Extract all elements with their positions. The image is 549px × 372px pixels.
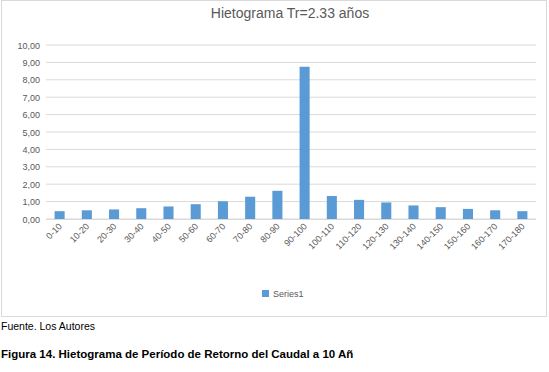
- bar: [436, 207, 446, 219]
- bar: [327, 196, 337, 219]
- legend: Series1: [262, 289, 304, 299]
- x-axis-line: [46, 219, 536, 220]
- bars: [55, 67, 528, 219]
- x-tick-label: 20-30: [95, 221, 118, 244]
- x-tick-label: 80-90: [258, 221, 281, 244]
- bar: [272, 191, 282, 219]
- x-tick-label: 170-180: [496, 221, 526, 251]
- x-tick-label: 150-160: [442, 221, 472, 251]
- y-tick-label: 1,00: [22, 197, 40, 207]
- grid-line: [46, 97, 536, 98]
- grid-line: [46, 201, 536, 202]
- grid-line: [46, 62, 536, 63]
- bar: [490, 210, 500, 219]
- chart-frame: [2, 1, 547, 317]
- x-tick-label: 30-40: [122, 221, 145, 244]
- x-tick-label: 60-70: [204, 221, 227, 244]
- x-tick-label: 0-10: [44, 221, 64, 241]
- x-tick-label: 40-50: [150, 221, 173, 244]
- grid-line: [46, 149, 536, 150]
- x-tick-label: 50-60: [177, 221, 200, 244]
- grid-line: [46, 166, 536, 167]
- bar: [354, 200, 364, 219]
- grid-line: [46, 79, 536, 80]
- x-tick-label: 100-110: [306, 221, 336, 251]
- grid-line: [46, 184, 536, 185]
- bar: [55, 211, 65, 219]
- bar: [463, 209, 473, 219]
- x-tick-label: 130-140: [387, 221, 417, 251]
- chart-title: Hietograma Tr=2.33 años: [211, 5, 369, 21]
- bar: [109, 209, 119, 219]
- y-tick-label: 7,00: [22, 93, 40, 103]
- y-tick-label: 9,00: [22, 58, 40, 68]
- bar: [517, 211, 527, 219]
- bar: [136, 208, 146, 219]
- x-tick-label: 160-170: [469, 221, 499, 251]
- grid-line: [46, 219, 536, 220]
- x-tick-label: 70-80: [231, 221, 254, 244]
- y-tick-label: 8,00: [22, 75, 40, 85]
- grid-line: [46, 132, 536, 133]
- y-tick-label: 6,00: [22, 110, 40, 120]
- y-tick-label: 0,00: [22, 215, 40, 225]
- y-tick-label: 10,00: [17, 41, 40, 51]
- y-tick-label: 4,00: [22, 145, 40, 155]
- bar: [82, 210, 92, 219]
- x-tick-label: 10-20: [68, 221, 91, 244]
- bar: [191, 204, 201, 219]
- y-tick-label: 2,00: [22, 180, 40, 190]
- x-tick-label: 110-120: [334, 221, 364, 251]
- grid-line: [46, 45, 536, 46]
- legend-swatch: [262, 290, 269, 297]
- legend-label: Series1: [273, 289, 304, 299]
- bar: [408, 205, 418, 219]
- bar: [245, 197, 255, 219]
- bar: [300, 67, 310, 219]
- x-tick-label: 120-130: [360, 221, 390, 251]
- bar: [163, 206, 173, 219]
- bar: [381, 202, 391, 219]
- x-tick-label: 140-150: [415, 221, 445, 251]
- y-tick-label: 3,00: [22, 162, 40, 172]
- bar: [218, 201, 228, 219]
- page: Hietograma Tr=2.33 años 0,00 1,00 2,00 3,00 4…: [0, 0, 549, 372]
- y-tick-label: 5,00: [22, 128, 40, 138]
- grid-line: [46, 114, 536, 115]
- figure-caption: Figura 14. Hietograma de Período de Reto…: [1, 348, 353, 360]
- source-note: Fuente. Los Autores: [1, 320, 95, 332]
